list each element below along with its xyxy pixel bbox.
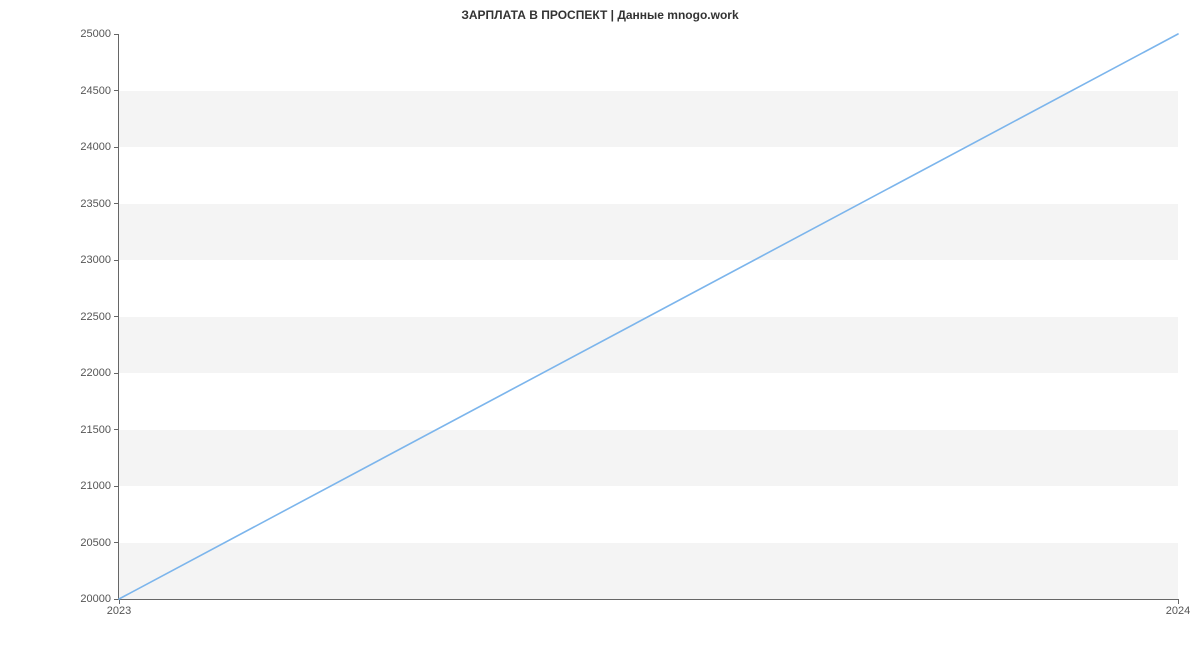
line-layer xyxy=(119,34,1178,599)
plot-area: 2000020500210002150022000225002300023500… xyxy=(118,34,1178,600)
chart-container: ЗАРПЛАТА В ПРОСПЕКТ | Данные mnogo.work … xyxy=(0,0,1200,650)
plot-wrap: 2000020500210002150022000225002300023500… xyxy=(118,34,1178,600)
series-line-salary xyxy=(119,34,1178,599)
chart-title: ЗАРПЛАТА В ПРОСПЕКТ | Данные mnogo.work xyxy=(0,8,1200,22)
x-tick-mark xyxy=(1178,599,1179,604)
